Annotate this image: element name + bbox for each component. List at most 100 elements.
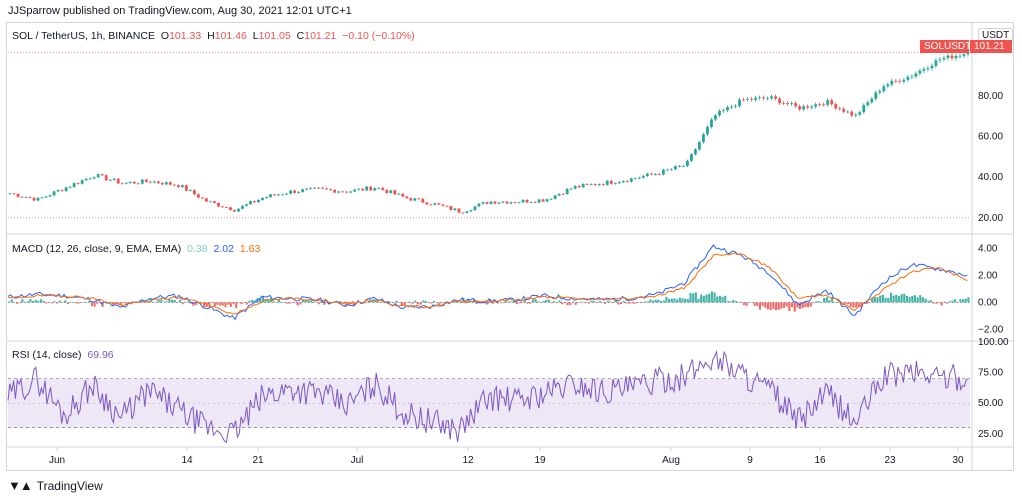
macd-histogram-bar	[422, 300, 425, 303]
price-candle	[489, 201, 493, 204]
macd-histogram-bar	[192, 302, 195, 306]
time-axis-tick-label: 21	[252, 455, 264, 466]
price-candle	[778, 98, 782, 104]
macd-histogram-bar	[790, 302, 794, 308]
price-candle	[702, 134, 705, 143]
price-candle	[40, 197, 44, 199]
time-axis-tick-label: Aug	[662, 455, 680, 466]
macd-histogram-bar	[176, 302, 179, 303]
price-candle	[92, 177, 96, 179]
price-candle	[886, 84, 890, 87]
footer-brand[interactable]: ▼▲ TradingView	[8, 478, 103, 493]
macd-histogram-bar	[416, 302, 419, 305]
macd-histogram-bar	[619, 302, 623, 305]
price-candle	[758, 97, 761, 99]
macd-histogram-bar	[587, 302, 591, 304]
macd-histogram-bar	[24, 302, 27, 303]
price-candle	[116, 178, 120, 184]
price-candle	[593, 184, 597, 186]
macd-histogram-bar	[390, 302, 393, 303]
macd-histogram-bar	[539, 302, 542, 303]
price-candle	[285, 193, 288, 195]
macd-histogram-bar	[521, 302, 524, 304]
macd-histogram-bar	[852, 302, 855, 308]
price-candle	[577, 186, 581, 188]
macd-histogram-bar	[590, 301, 593, 303]
macd-histogram-bar	[221, 302, 224, 306]
macd-histogram-bar	[296, 302, 299, 306]
price-candle	[461, 212, 465, 214]
macd-histogram-bar	[929, 300, 933, 303]
macd-histogram-bar	[729, 301, 732, 303]
price-candle	[48, 195, 52, 197]
macd-histogram-bar	[72, 301, 75, 303]
macd-histogram-bar	[841, 302, 844, 305]
macd-histogram-bar	[569, 302, 572, 306]
price-candle	[84, 178, 88, 181]
macd-histogram-bar	[555, 302, 558, 303]
macd-histogram-bar	[58, 300, 61, 303]
price-candle	[44, 196, 48, 198]
macd-histogram-bar	[400, 302, 403, 306]
price-candle	[136, 183, 140, 185]
price-candle	[549, 198, 553, 200]
price-candle	[64, 187, 68, 192]
price-candle	[196, 194, 200, 198]
time-axis-tick-label: 19	[534, 455, 546, 466]
price-candle	[625, 181, 629, 182]
price-candle	[922, 69, 926, 71]
time-axis-tick-label: 30	[952, 455, 964, 466]
price-candle	[946, 55, 950, 59]
macd-legend: MACD (12, 26, close, 9, EMA, EMA) 0.38 2…	[12, 243, 263, 255]
price-candle	[457, 208, 461, 213]
macd-histogram-bar	[323, 302, 326, 305]
macd-histogram-bar	[855, 302, 858, 308]
macd-histogram-bar	[112, 302, 115, 306]
price-candle	[910, 76, 914, 78]
last-price-tag: 101.21	[970, 40, 1012, 53]
macd-histogram-bar	[411, 302, 414, 304]
macd-histogram-bar	[750, 302, 754, 303]
macd-histogram-bar	[285, 302, 289, 304]
high-label: H	[207, 30, 215, 42]
macd-histogram-bar	[844, 302, 847, 305]
macd-histogram-bar	[769, 302, 772, 311]
macd-histogram-bar	[363, 302, 366, 303]
macd-histogram-bar	[609, 301, 612, 303]
macd-histogram-bar	[526, 302, 529, 304]
macd-histogram-bar	[745, 302, 748, 306]
price-candle	[349, 191, 353, 193]
price-candle	[954, 55, 958, 59]
macd-histogram-bar	[937, 302, 941, 304]
price-candle	[241, 205, 244, 209]
price-candle	[557, 193, 561, 196]
price-candle	[168, 182, 172, 185]
rsi-axis-tick-label: 50.00	[978, 398, 1003, 409]
price-candle	[613, 183, 617, 185]
price-candle	[673, 166, 677, 170]
price-candle	[229, 207, 232, 211]
macd-histogram-bar	[309, 300, 313, 303]
macd-histogram-bar	[291, 302, 294, 303]
macd-histogram-bar	[611, 302, 615, 303]
price-candle	[958, 55, 962, 57]
price-candle	[553, 195, 557, 199]
macd-histogram-bar	[553, 301, 556, 303]
price-candle	[108, 179, 112, 181]
macd-histogram-bar	[195, 302, 198, 305]
price-candle	[533, 202, 537, 203]
price-candle	[80, 180, 84, 184]
chart-frame[interactable]	[6, 22, 1014, 471]
price-candle	[385, 189, 389, 193]
price-candle	[100, 174, 104, 176]
price-candle	[140, 179, 144, 184]
price-candle	[722, 110, 725, 112]
macd-histogram-bar	[879, 295, 882, 303]
price-candle	[962, 54, 966, 56]
macd-histogram-bar	[758, 302, 762, 310]
macd-axis-tick-label: 4.00	[978, 244, 998, 255]
price-candle	[890, 80, 894, 85]
macd-histogram-bar	[815, 301, 818, 303]
price-candle	[152, 181, 156, 183]
